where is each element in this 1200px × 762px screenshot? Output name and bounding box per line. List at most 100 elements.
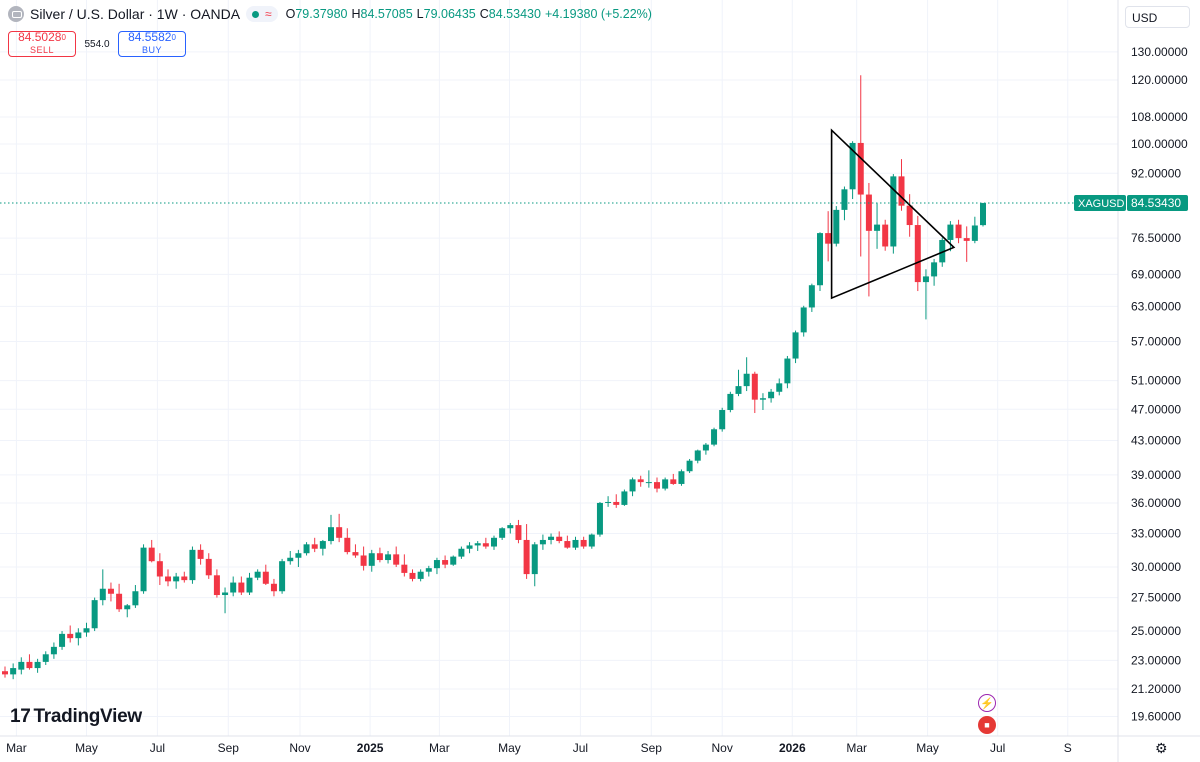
candle-body [197,549,204,559]
buy-button[interactable]: 84.55820 BUY [118,31,186,57]
x-tick-label: S [1064,741,1072,755]
candle-body [466,545,473,549]
candle-body [914,225,921,283]
last-price-badge [1127,195,1188,212]
candle-body [931,262,938,277]
candle-body [368,553,375,566]
y-tick-label: 39.00000 [1131,468,1181,482]
ohlc-open: O79.37980 [285,7,348,21]
last-price-label: 84.53430 [1131,196,1181,210]
candle-body [808,285,815,308]
candle-body [213,575,220,596]
y-tick-label: 130.00000 [1131,45,1188,59]
y-tick-label: 21.20000 [1131,682,1181,696]
y-tick-label: 25.00000 [1131,624,1181,638]
candle-body [564,541,571,548]
status-indicators[interactable]: ≈ [246,6,278,22]
symbol-title[interactable]: Silver / U.S. Dollar · 1W · OANDA [30,6,241,22]
candle-body [654,482,660,489]
currency-select[interactable]: USD [1125,6,1190,28]
y-tick-label: 47.00000 [1131,402,1181,416]
candle-body [678,471,685,484]
candle-body [222,592,229,596]
candle-body [360,555,367,566]
candle-body [311,544,318,549]
candle-body [890,176,897,247]
candle-body [116,593,123,610]
candle-body [971,225,978,241]
candle-body [34,661,41,669]
y-tick-label: 63.00000 [1131,299,1181,313]
logo-text: TradingView [33,706,143,727]
x-tick-label: May [498,741,521,755]
candle-body [800,307,807,333]
candle-body [882,224,889,247]
candle-body [572,539,579,548]
candle-body [922,276,929,283]
candle-body [515,525,522,540]
lightning-event-icon[interactable]: ⚡ [978,694,996,712]
candle-body [42,654,49,662]
candle-body [719,410,726,430]
tradingview-logo[interactable]: 17 TradingView [10,706,142,728]
x-tick-label: Jul [990,741,1005,755]
candle-body [59,633,66,647]
candle-body [841,189,848,210]
candle-body [939,239,946,263]
x-tick-label: Nov [712,741,733,755]
candle-body [833,209,840,244]
us-flag-event-icon[interactable]: ■ [978,716,996,734]
candle-body [328,527,334,542]
ohlc-low: L79.06435 [416,7,476,21]
candle-body [507,525,514,529]
candle-body [376,553,383,561]
tradingview-logo-icon: 17 [10,706,31,727]
candle-body [906,205,913,226]
candle-body [336,527,343,538]
candle-body [580,539,587,547]
candle-body [531,544,538,575]
candle-body [743,373,750,387]
candle-body [352,552,359,556]
candle-body [637,479,644,483]
candle-body [613,501,620,505]
ohlc-close: C84.53430 [479,7,541,21]
candle-body [694,450,701,461]
candle-body [246,577,253,593]
candle-body [792,332,799,359]
y-tick-label: 69.00000 [1131,267,1181,281]
candle-body [711,429,718,445]
y-tick-label: 120.00000 [1131,73,1188,87]
candle-body [629,479,636,492]
candle-body [156,561,163,577]
candle-body [874,224,881,231]
x-tick-label: Mar [429,741,450,755]
candle-body [287,557,294,562]
candle-body [401,564,408,573]
symbol-badge-label: XAGUSD [1078,198,1125,210]
sell-label: SELL [29,45,55,55]
candle-body [947,224,954,240]
candle-body [776,383,783,392]
candle-body [759,398,766,400]
gear-icon[interactable]: ⚙ [1155,740,1168,756]
candle-body [148,547,155,562]
x-tick-label: Jul [150,741,165,755]
x-tick-label: May [916,741,939,755]
wave-icon: ≈ [265,7,272,21]
y-tick-label: 36.00000 [1131,496,1181,510]
legend-bar: Silver / U.S. Dollar · 1W · OANDA ≈ O79.… [8,6,656,22]
x-tick-label: Sep [641,741,663,755]
sell-button[interactable]: 84.50280 SELL [8,31,76,57]
candle-body [107,588,114,594]
candle-body [50,646,57,655]
candle-body [825,233,832,244]
sell-price: 84.50280 [18,30,66,44]
candle-body [385,554,392,561]
candle-body [539,539,546,545]
y-tick-label: 57.00000 [1131,334,1181,348]
y-tick-label: 30.00000 [1131,560,1181,574]
x-tick-label: Jul [573,741,588,755]
y-tick-label: 43.00000 [1131,434,1181,448]
